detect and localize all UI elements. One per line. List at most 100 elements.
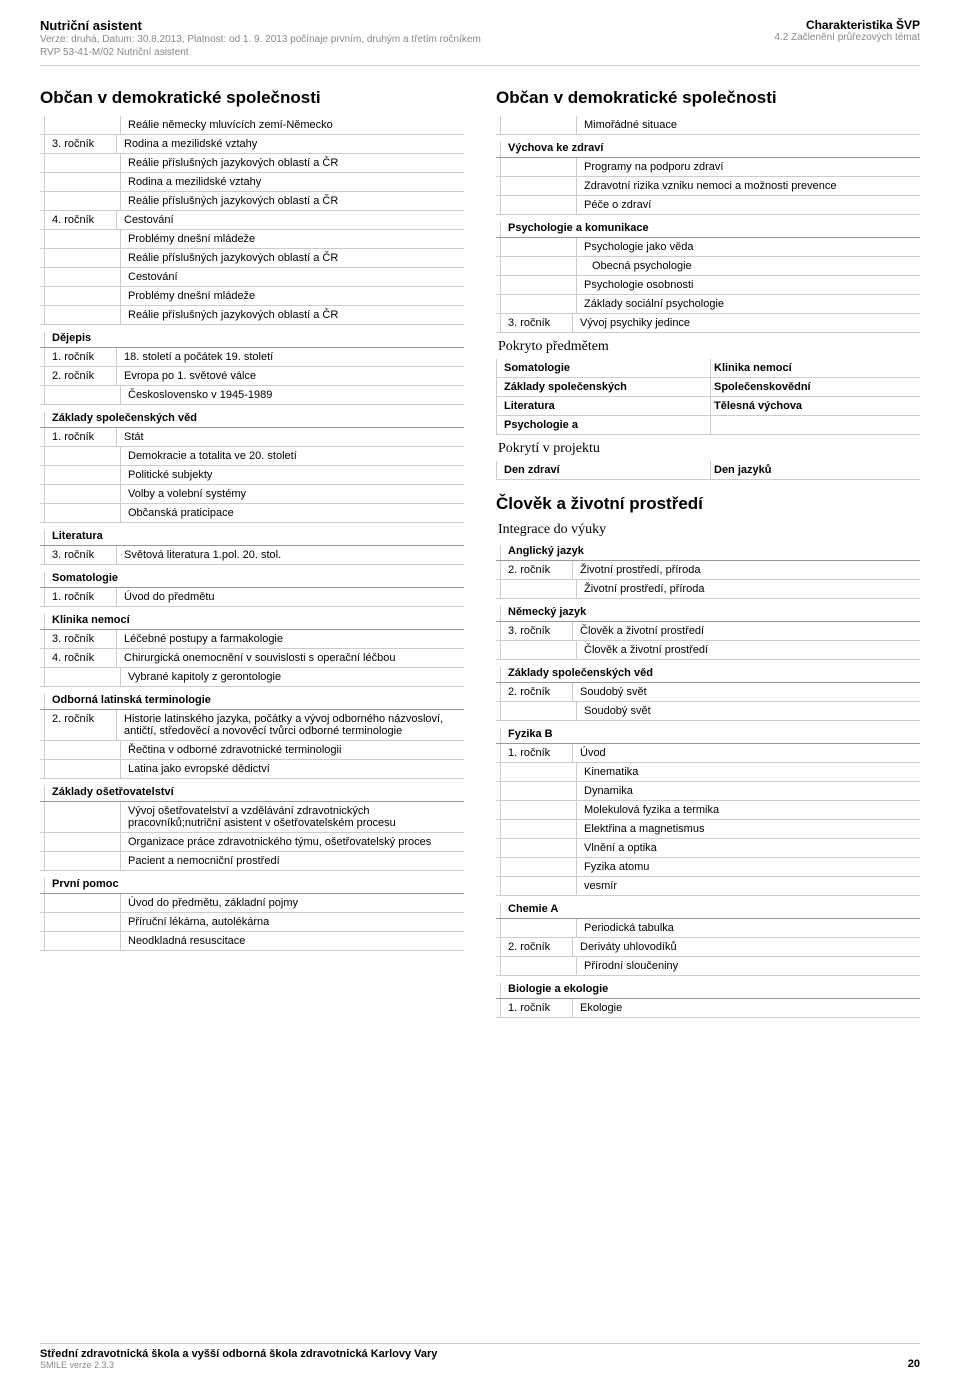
subject-zsv: Základy společenských věd (40, 409, 464, 428)
pokryti-projektu-heading: Pokrytí v projektu (496, 441, 920, 457)
list-item: Mimořádné situace (496, 116, 920, 135)
right-section-title: Občan v demokratické společnosti (496, 88, 920, 108)
subject-chemie: Chemie A (496, 900, 920, 919)
header-right: Charakteristika ŠVP 4.2 Začlenění průřez… (774, 18, 920, 59)
item-text: Deriváty uhlovodíků (572, 938, 920, 956)
grade-label: 1. ročník (40, 428, 116, 446)
list-item: Politické subjekty (40, 466, 464, 485)
grade-label: 1. ročník (40, 588, 116, 606)
list-item: Občanská praticipace (40, 504, 464, 523)
list-item: Reálie příslušných jazykových oblastí a … (40, 306, 464, 325)
item-text: Reálie příslušných jazykových oblastí a … (40, 306, 464, 324)
item-text: Pacient a nemocniční prostředí (40, 852, 464, 870)
list-item: 2. ročníkEvropa po 1. světové válce (40, 367, 464, 386)
grade-label: 1. ročník (40, 348, 116, 366)
pair-right: Klinika nemocí (710, 359, 920, 378)
pair-row: LiteraturaTělesná výchova (496, 397, 920, 416)
list-item: Molekulová fyzika a termika (496, 801, 920, 820)
list-item: Péče o zdraví (496, 196, 920, 215)
list-item: 2. ročníkSoudobý svět (496, 683, 920, 702)
item-text: Psychologie osobnosti (496, 276, 920, 294)
list-item: Volby a volební systémy (40, 485, 464, 504)
page-header: Nutriční asistent Verze: druhá, Datum: 3… (40, 18, 920, 66)
list-item: 3. ročník Rodina a mezilidské vztahy (40, 135, 464, 154)
list-item: 1. ročníkÚvod do předmětu (40, 588, 464, 607)
item-text: Vývoj ošetřovatelství a vzdělávání zdrav… (40, 802, 464, 832)
item-text: Ekologie (572, 999, 920, 1017)
item-text: Obecná psychologie (496, 257, 920, 275)
list-item: 1. ročníkStát (40, 428, 464, 447)
page: Nutriční asistent Verze: druhá, Datum: 3… (0, 0, 960, 1384)
footer-page-number: 20 (908, 1358, 920, 1370)
item-text: Kinematika (496, 763, 920, 781)
list-item: Kinematika (496, 763, 920, 782)
item-text: Mimořádné situace (496, 116, 920, 134)
list-item: 3. ročníkČlověk a životní prostředí (496, 622, 920, 641)
grade-label: 3. ročník (496, 314, 572, 332)
list-item: 4. ročník Cestování (40, 211, 464, 230)
pair-right (710, 416, 920, 435)
item-text: Úvod do předmětu (116, 588, 464, 606)
doc-version: Verze: druhá, Datum: 30.8.2013, Platnost… (40, 33, 481, 46)
list-item: Životní prostředí, příroda (496, 580, 920, 599)
content-columns: Občan v demokratické společnosti Reálie … (40, 84, 920, 1018)
grade-label: 2. ročník (496, 938, 572, 956)
pair-left: Somatologie (496, 359, 710, 378)
item-text: Světová literatura 1.pol. 20. stol. (116, 546, 464, 564)
item-text: Molekulová fyzika a termika (496, 801, 920, 819)
list-item: 4. ročníkChirurgická onemocnění v souvis… (40, 649, 464, 668)
list-item: Rodina a mezilidské vztahy (40, 173, 464, 192)
page-footer: Střední zdravotnická škola a vyšší odbor… (40, 1343, 920, 1370)
subject-vychova: Výchova ke zdraví (496, 139, 920, 158)
subject-fyzika: Fyzika B (496, 725, 920, 744)
item-text: Cestování (40, 268, 464, 286)
item-text: Životní prostředí, příroda (572, 561, 920, 579)
list-item: Cestování (40, 268, 464, 287)
item-text: Životní prostředí, příroda (496, 580, 920, 598)
item-text: Příruční lékárna, autolékárna (40, 913, 464, 931)
list-item: Přírodní sloučeniny (496, 957, 920, 976)
item-text: Péče o zdraví (496, 196, 920, 214)
list-item: Československo v 1945-1989 (40, 386, 464, 405)
grade-label: 2. ročník (496, 561, 572, 579)
grade-label: 3. ročník (496, 622, 572, 640)
list-item: Demokracie a totalita ve 20. století (40, 447, 464, 466)
item-text: Reálie příslušných jazykových oblastí a … (40, 249, 464, 267)
item-text: Vývoj psychiky jedince (572, 314, 920, 332)
pokryto-predmetem-heading: Pokryto předmětem (496, 339, 920, 355)
item-text: Léčebné postupy a farmakologie (116, 630, 464, 648)
subject-biologie: Biologie a ekologie (496, 980, 920, 999)
subject-dejepis: Dějepis (40, 329, 464, 348)
list-item: 3. ročníkSvětová literatura 1.pol. 20. s… (40, 546, 464, 565)
item-text: Úvod do předmětu, základní pojmy (40, 894, 464, 912)
list-item: Vývoj ošetřovatelství a vzdělávání zdrav… (40, 802, 464, 833)
item-text: Československo v 1945-1989 (40, 386, 464, 404)
doc-rvp: RVP 53-41-M/02 Nutriční asistent (40, 46, 481, 59)
item-text: Reálie německy mluvících zemí-Německo (40, 116, 464, 134)
list-item: Psychologie osobnosti (496, 276, 920, 295)
footer-left: Střední zdravotnická škola a vyšší odbor… (40, 1348, 437, 1370)
footer-smile: SMILE verze 2.3.3 (40, 1360, 437, 1370)
list-item: Základy sociální psychologie (496, 295, 920, 314)
pair-right: Den jazyků (710, 461, 920, 480)
item-text: Volby a volební systémy (40, 485, 464, 503)
item-text: Soudobý svět (496, 702, 920, 720)
item-text: Vlnění a optika (496, 839, 920, 857)
pair-row: SomatologieKlinika nemocí (496, 359, 920, 378)
subject-zsv2: Základy společenských věd (496, 664, 920, 683)
list-item: Neodkladná resuscitace (40, 932, 464, 951)
svp-title: Charakteristika ŠVP (774, 18, 920, 32)
grade-label: 1. ročník (496, 744, 572, 762)
item-text: Přírodní sloučeniny (496, 957, 920, 975)
list-item: Příruční lékárna, autolékárna (40, 913, 464, 932)
subject-somatologie: Somatologie (40, 569, 464, 588)
grade-label: 1. ročník (496, 999, 572, 1017)
item-text: vesmír (496, 877, 920, 895)
item-text: Latina jako evropské dědictví (40, 760, 464, 778)
footer-school: Střední zdravotnická škola a vyšší odbor… (40, 1348, 437, 1360)
list-item: Reálie příslušných jazykových oblastí a … (40, 154, 464, 173)
left-column: Občan v demokratické společnosti Reálie … (40, 84, 464, 1018)
item-text: Politické subjekty (40, 466, 464, 484)
item-text: Chirurgická onemocnění v souvislosti s o… (116, 649, 464, 667)
list-item: Pacient a nemocniční prostředí (40, 852, 464, 871)
